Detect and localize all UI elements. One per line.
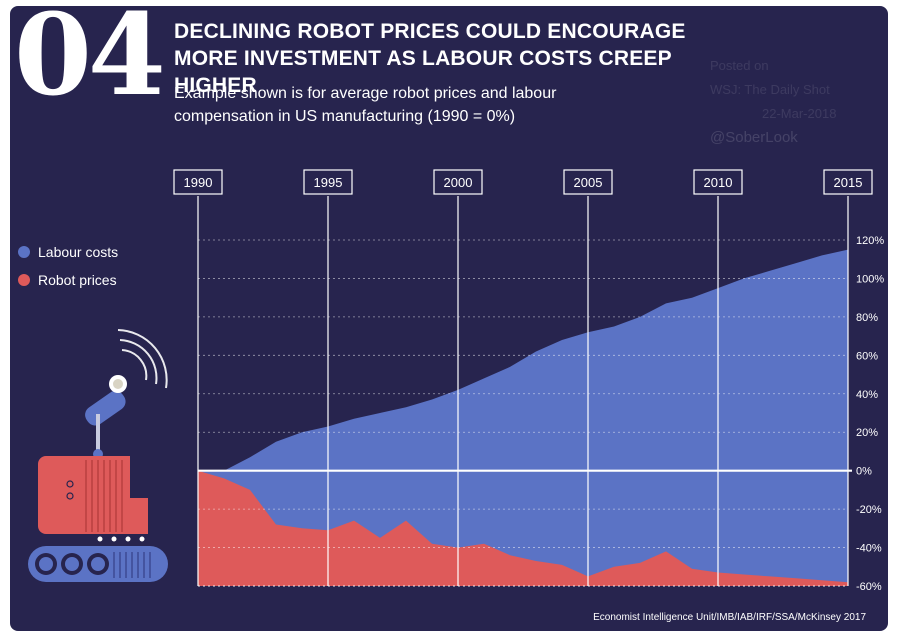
chart-plot: 120% 100% 80% 60% 40% 20% 0% -20% -40% -60% 1990 19… <box>173 169 884 593</box>
x-tick-label: 2010 <box>704 175 733 190</box>
x-tick-label: 2015 <box>834 175 863 190</box>
watermark-line: 22-Mar-2018 <box>762 106 837 121</box>
x-tick-label: 2005 <box>574 175 603 190</box>
y-tick-label: -60% <box>856 581 882 593</box>
labour-costs-area <box>198 249 848 586</box>
y-tick-label: 20% <box>856 427 878 439</box>
y-tick-label: 100% <box>856 273 884 285</box>
legend-dot-robot <box>18 274 30 286</box>
y-tick-label: 60% <box>856 350 878 362</box>
y-tick-label: 40% <box>856 389 878 401</box>
legend-item-robot: Robot prices <box>18 266 118 294</box>
legend-item-labour: Labour costs <box>18 238 118 266</box>
x-tick-label: 1990 <box>184 175 213 190</box>
chart-legend: Labour costs Robot prices <box>18 238 118 294</box>
robot-illustration <box>28 329 168 582</box>
legend-label-labour: Labour costs <box>38 244 119 260</box>
y-tick-label: 120% <box>856 235 884 247</box>
x-tick-box <box>693 169 743 195</box>
x-tick-box <box>823 169 873 195</box>
y-tick-label: -20% <box>856 504 882 516</box>
infographic-card: 04 DECLINING ROBOT PRICES COULD ENCOURAG… <box>10 6 888 631</box>
x-tick-label: 2000 <box>444 175 473 190</box>
legend-label-robot: Robot prices <box>38 272 117 288</box>
x-tick-label: 1995 <box>314 175 343 190</box>
chart-title: DECLINING ROBOT PRICES COULD ENCOURAGE M… <box>174 20 686 97</box>
watermark-line: Posted on <box>710 58 769 73</box>
x-tick-box <box>433 169 483 195</box>
robot-prices-area <box>198 470 848 586</box>
x-tick-box <box>303 169 353 195</box>
section-number: 04 <box>14 6 166 121</box>
x-tick-box <box>173 169 223 195</box>
watermark: Posted on WSJ: The Daily Shot 22-Mar-201… <box>710 54 836 150</box>
source-note: Economist Intelligence Unit/IMB/IAB/IRF/… <box>593 612 866 623</box>
y-tick-label: -40% <box>856 543 882 555</box>
legend-dot-labour <box>18 246 30 258</box>
y-tick-label: 0% <box>856 466 872 478</box>
watermark-line: WSJ: The Daily Shot <box>710 82 830 97</box>
x-tick-box <box>563 169 613 195</box>
chart-subtitle: Example shown is for average robot price… <box>174 85 557 125</box>
watermark-handle: @SoberLook <box>710 129 798 146</box>
y-tick-label: 80% <box>856 312 878 324</box>
